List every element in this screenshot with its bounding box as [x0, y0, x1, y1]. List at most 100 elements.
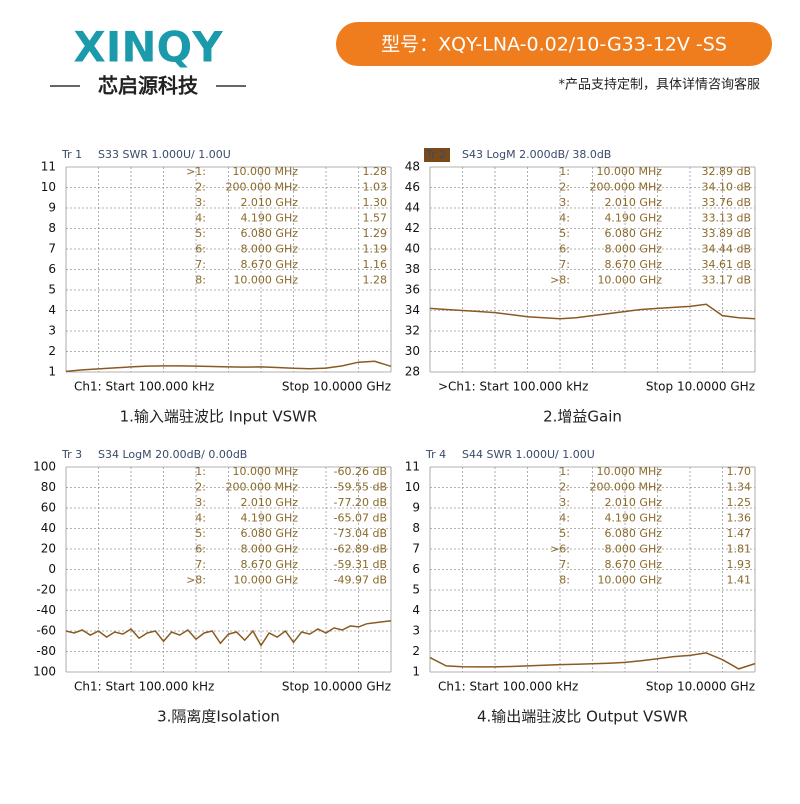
marker-freq: 200.000 MHz: [225, 481, 298, 494]
marker-freq: 4.190 GHz: [604, 212, 662, 225]
marker-value: -65.07 dB: [334, 512, 388, 525]
y-tick-label: 34: [405, 303, 420, 317]
marker-value: 33.89 dB: [701, 227, 751, 240]
y-tick-label: 80: [41, 480, 56, 494]
marker-value: 1.29: [363, 227, 388, 240]
trace-title: S33 SWR 1.000U/ 1.00U: [98, 148, 231, 161]
marker-value: 33.13 dB: [701, 212, 751, 225]
marker-label: 4:: [195, 512, 206, 525]
y-tick-label: 3: [412, 624, 420, 638]
start-label: Ch1: Start 100.000 kHz: [74, 680, 214, 694]
marker-label: 7:: [559, 558, 570, 571]
trace: [429, 303, 756, 320]
marker-value: 33.17 dB: [701, 274, 751, 287]
y-tick-label: 4: [412, 603, 420, 617]
y-tick-label: 2: [48, 344, 56, 358]
y-tick-label: 2: [412, 644, 420, 658]
marker-value: -73.04 dB: [334, 527, 388, 540]
stop-label: Stop 10.0000 GHz: [282, 680, 391, 694]
marker-value: 1.28: [363, 165, 388, 178]
marker-label: 2:: [195, 181, 206, 194]
y-tick-label: 9: [48, 201, 56, 215]
marker-freq: 2.010 GHz: [240, 196, 298, 209]
y-tick-label: 9: [412, 501, 420, 515]
marker-freq: 200.000 MHz: [225, 181, 298, 194]
y-tick-label: 5: [48, 283, 56, 297]
marker-label: 1:: [195, 465, 206, 478]
marker-label: 8:: [559, 574, 570, 587]
marker-freq: 2.010 GHz: [240, 496, 298, 509]
marker-label: 1:: [559, 465, 570, 478]
y-tick-label: 0: [48, 562, 56, 576]
model-badge: [336, 22, 772, 66]
marker-freq: 6.080 GHz: [240, 227, 298, 240]
marker-value: -59.55 dB: [334, 481, 388, 494]
model: 型号：XQY-LNA-0.02/10-G33-12V -SS: [381, 34, 727, 56]
marker-label: 4:: [559, 212, 570, 225]
marker-value: 1.93: [727, 558, 752, 571]
marker-freq: 10.000 MHz: [232, 465, 298, 478]
marker-value: 1.70: [727, 465, 752, 478]
marker-freq: 2.010 GHz: [604, 496, 662, 509]
y-tick-label: 10: [41, 180, 56, 194]
marker-label: 4:: [195, 212, 206, 225]
marker-value: 1.41: [727, 574, 752, 587]
trace-label: Tr 2: [425, 148, 446, 161]
caption: 3.隔离度Isolation: [157, 708, 280, 726]
marker-value: 32.89 dB: [701, 165, 751, 178]
marker-freq: 200.000 MHz: [589, 181, 662, 194]
marker-freq: 200.000 MHz: [589, 481, 662, 494]
marker-label: 5:: [559, 527, 570, 540]
marker-label: 2:: [195, 481, 206, 494]
marker-label: 3:: [195, 496, 206, 509]
marker-label: 5:: [195, 527, 206, 540]
y-tick-label: 8: [48, 221, 56, 235]
y-tick-label: 1: [48, 365, 56, 379]
y-tick-label: -80: [36, 644, 56, 658]
y-tick-label: 40: [405, 242, 420, 256]
trace-title: S34 LogM 20.00dB/ 0.00dB: [98, 448, 247, 461]
marker-value: -62.89 dB: [334, 543, 388, 556]
marker-label: 3:: [195, 196, 206, 209]
trace-label: Tr 4: [425, 448, 446, 461]
marker-freq: 4.190 GHz: [604, 512, 662, 525]
marker-freq: 4.190 GHz: [240, 212, 298, 225]
y-tick-label: 3: [48, 324, 56, 338]
marker-value: 1.30: [363, 196, 388, 209]
y-tick-label: 32: [405, 324, 420, 338]
caption: 4.输出端驻波比 Output VSWR: [477, 708, 688, 726]
trace-label: Tr 3: [61, 448, 82, 461]
company: 芯启源科技: [98, 74, 199, 98]
marker-label: 2:: [559, 181, 570, 194]
marker-label: 7:: [195, 558, 206, 571]
marker-value: 1.47: [727, 527, 752, 540]
y-tick-label: 7: [412, 542, 420, 556]
y-tick-label: -20: [36, 583, 56, 597]
y-tick-label: -60: [36, 624, 56, 638]
marker-freq: 10.000 GHz: [597, 274, 662, 287]
marker-label: 6:: [195, 243, 206, 256]
marker-label: 4:: [559, 512, 570, 525]
y-tick-label: 60: [41, 501, 56, 515]
start-label: Ch1: Start 100.000 kHz: [74, 380, 214, 394]
marker-value: -59.31 dB: [334, 558, 388, 571]
marker-value: -60.26 dB: [334, 465, 388, 478]
stop-label: Stop 10.0000 GHz: [646, 680, 755, 694]
marker-label: 2:: [559, 481, 570, 494]
marker-freq: 8.670 GHz: [240, 258, 298, 271]
marker-value: 34.44 dB: [701, 243, 751, 256]
y-tick-label: 40: [41, 521, 56, 535]
marker-label: 1:: [559, 165, 570, 178]
marker-value: 34.10 dB: [701, 181, 751, 194]
marker-value: 33.76 dB: [701, 196, 751, 209]
marker-freq: 10.000 MHz: [596, 465, 662, 478]
y-tick-label: 8: [412, 521, 420, 535]
marker-value: -77.20 dB: [334, 496, 388, 509]
caption: 1.输入端驻波比 Input VSWR: [120, 408, 318, 426]
start-label: Ch1: Start 100.000 kHz: [438, 680, 578, 694]
trace: [429, 652, 756, 670]
trace-title: S44 SWR 1.000U/ 1.00U: [462, 448, 595, 461]
marker-freq: 6.080 GHz: [604, 227, 662, 240]
marker-freq: 8.670 GHz: [240, 558, 298, 571]
